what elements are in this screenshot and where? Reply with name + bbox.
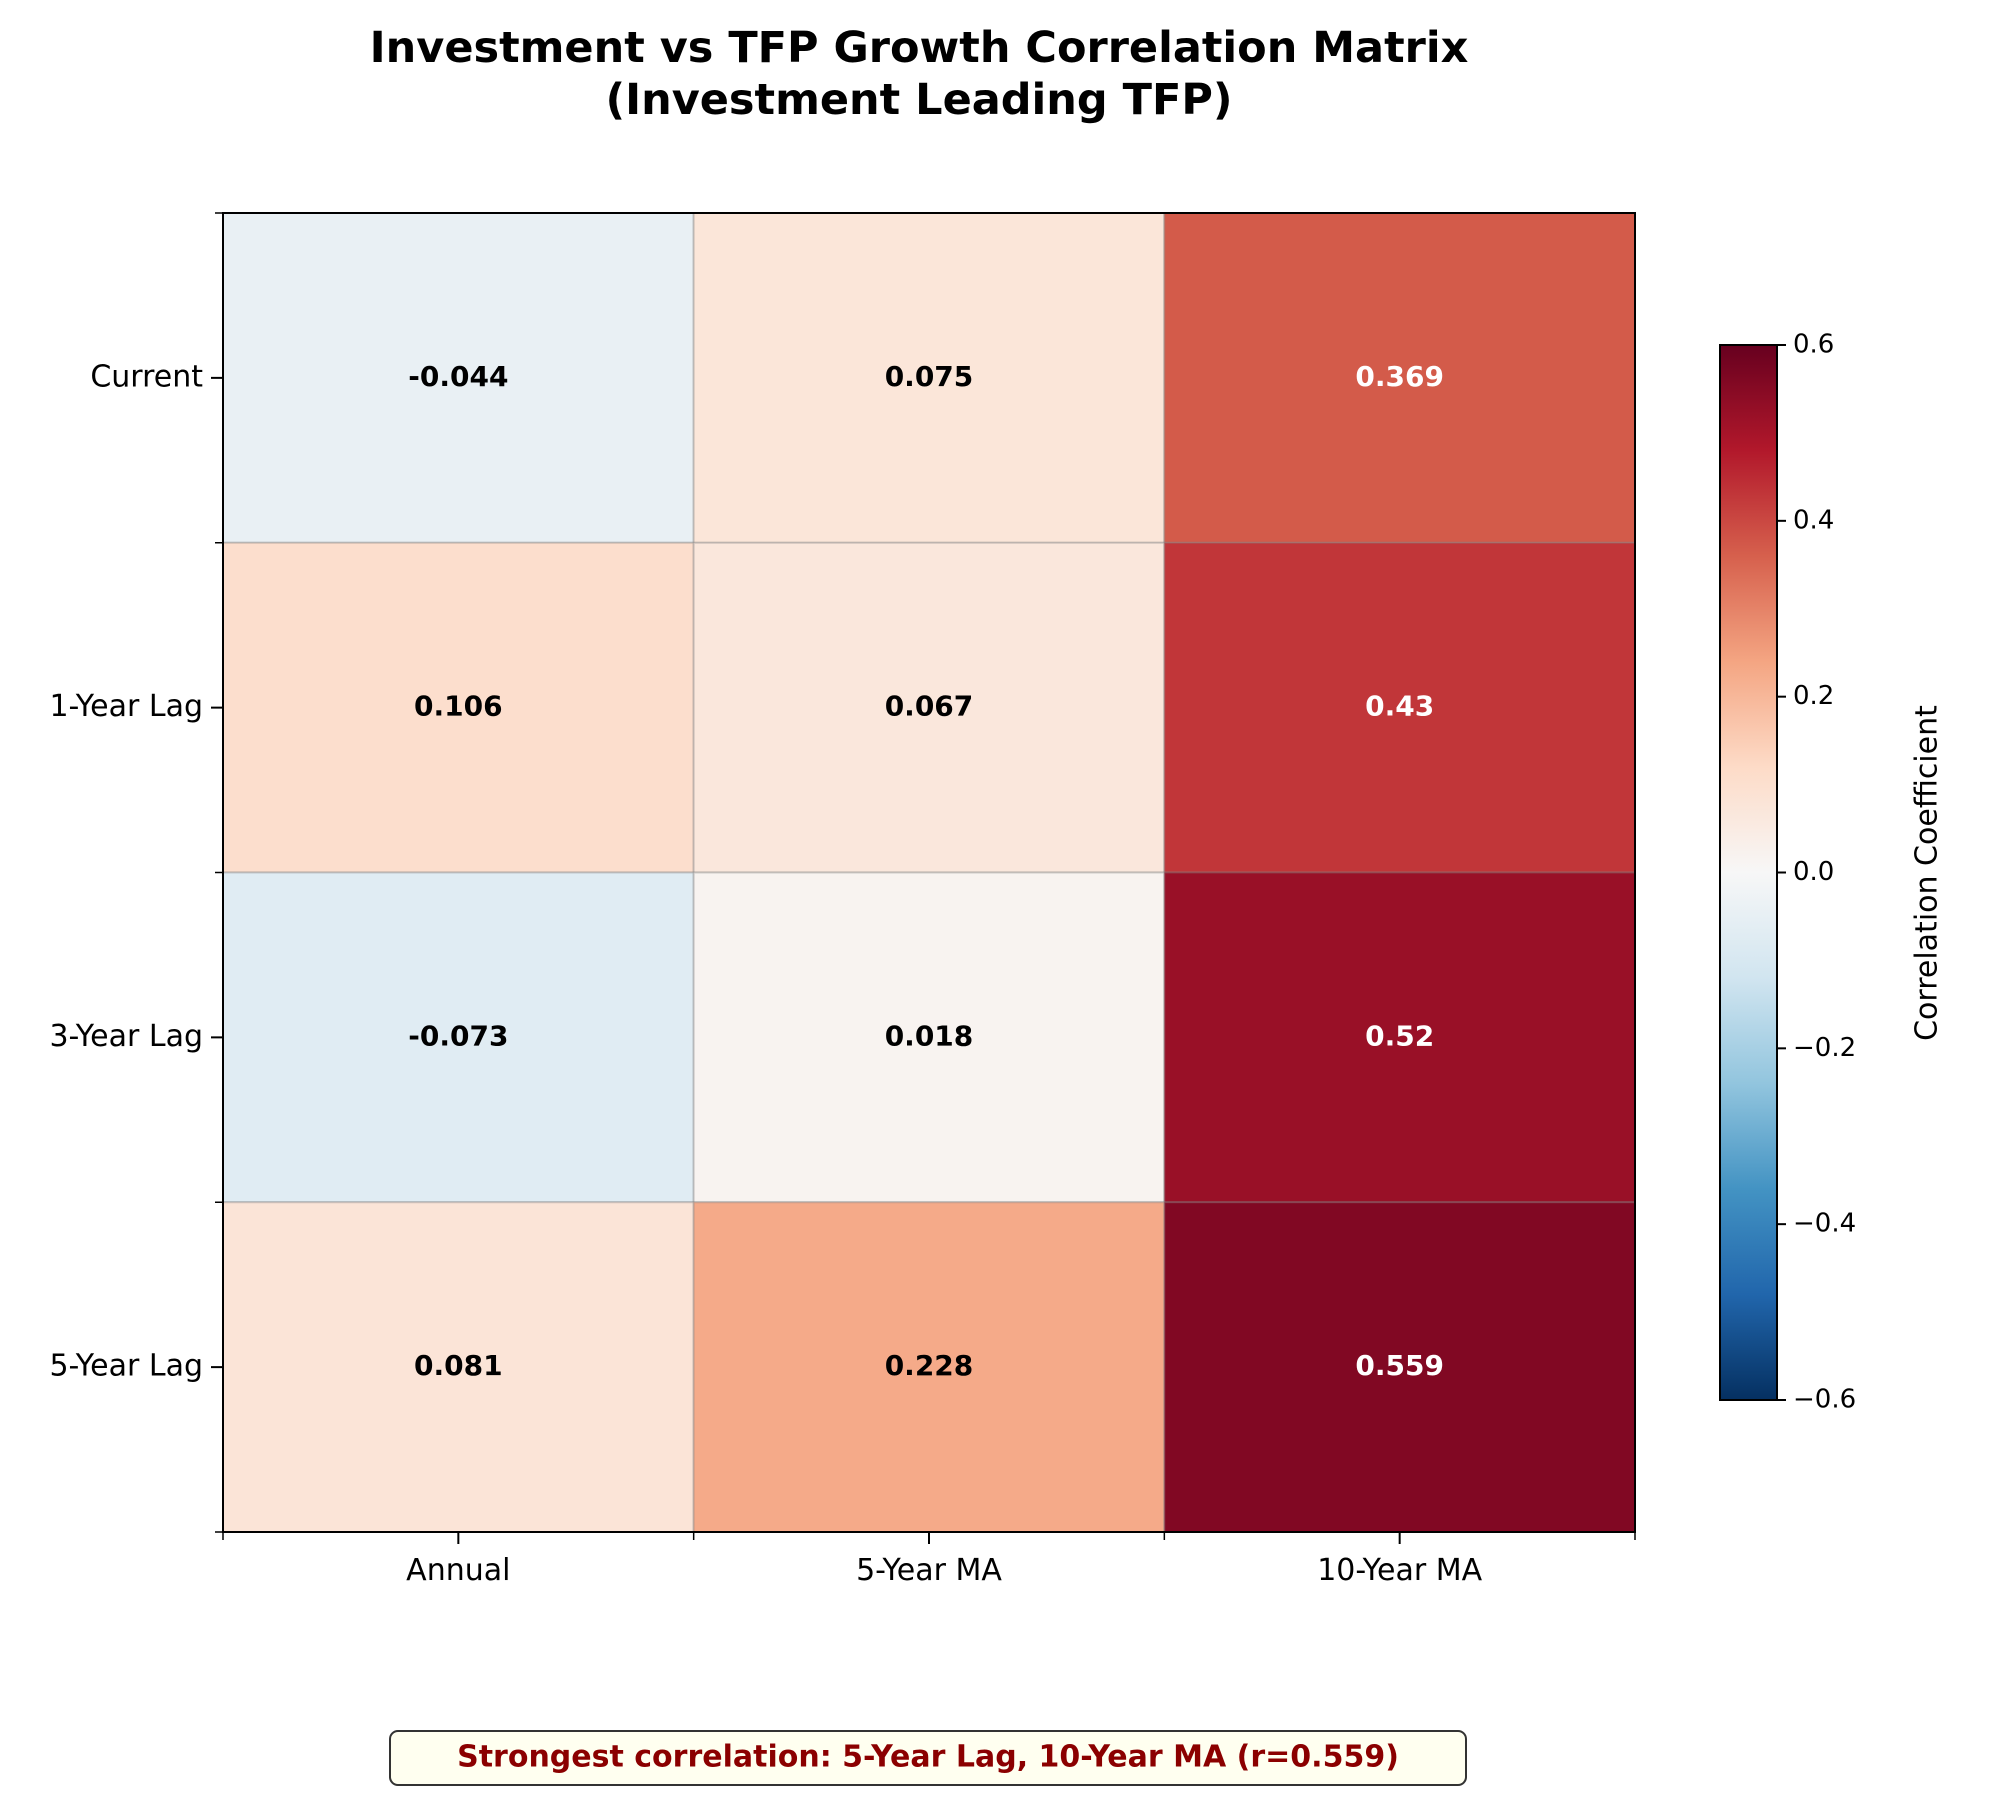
- cell-value-label-r2-c0: -0.073: [408, 1019, 508, 1052]
- cell-value-label-r3-c2: 0.559: [1355, 1349, 1444, 1382]
- cell-value-label-r3-c0: 0.081: [414, 1349, 503, 1382]
- x-axis: Annual 5-Year MA 10-Year MA: [222, 1532, 1636, 1588]
- colorbar-tick-label: 0.4: [1793, 505, 1834, 535]
- y-tick-label: 5-Year Lag: [49, 1349, 203, 1384]
- cell-value-label-r3-c1: 0.228: [885, 1349, 974, 1382]
- chart-title: Investment vs TFP Growth Correlation Mat…: [370, 23, 1469, 125]
- cell-value-label-r1-c1: 0.067: [885, 690, 974, 723]
- cell-value-label-r2-c2: 0.52: [1365, 1019, 1434, 1052]
- heatmap-cell-r1-c2: [1163, 541, 1637, 874]
- heatmap-cells: [222, 212, 1637, 1533]
- annotation-box: Strongest correlation: 5-Year Lag, 10-Ye…: [389, 1730, 1467, 1786]
- cell-value-label-r0-c1: 0.075: [885, 360, 974, 393]
- heatmap-cell-r3-c0: [222, 1201, 695, 1533]
- cell-value-label-r0-c2: 0.369: [1355, 360, 1444, 393]
- colorbar: 0.6 0.4 0.2 0.0 −0.2 −0.4 −0.6 Correlation Coe…: [1719, 330, 1945, 1415]
- colorbar-tick-label: −0.2: [1793, 1033, 1856, 1063]
- colorbar-ticks: 0.6 0.4 0.2 0.0 −0.2 −0.4 −0.6: [1777, 330, 1856, 1415]
- y-axis: Current 1-Year Lag 3-Year Lag 5-Year Lag: [49, 212, 223, 1533]
- cell-value-label-r2-c1: 0.018: [885, 1019, 974, 1052]
- heatmap-cell-r0-c0: [222, 212, 695, 544]
- x-tick-label: 10-Year MA: [1317, 1553, 1482, 1588]
- annotation-box-frame: [389, 1730, 1467, 1786]
- heatmap-value-labels: -0.044 0.075 0.369 0.106 0.067 0.43 -0.073 0.01…: [408, 360, 1444, 1382]
- colorbar-tick-label: 0.2: [1793, 681, 1834, 711]
- y-tick-label: Current: [90, 359, 203, 394]
- annotation-text: Strongest correlation: 5-Year Lag, 10-Ye…: [457, 1740, 1399, 1775]
- y-tick-label: 1-Year Lag: [49, 689, 203, 724]
- heatmap-cell-r1-c1: [692, 541, 1166, 874]
- colorbar-tick-label: 0.6: [1793, 330, 1834, 360]
- y-tick-label: 3-Year Lag: [49, 1019, 203, 1054]
- heatmap-cell-r1-c0: [222, 541, 695, 874]
- heatmap-cell-r0-c1: [692, 212, 1166, 544]
- colorbar-tick-label: 0.0: [1793, 857, 1834, 887]
- heatmap-cell-r3-c2: [1163, 1201, 1637, 1533]
- cell-value-label-r1-c2: 0.43: [1365, 690, 1434, 723]
- x-tick-label: 5-Year MA: [856, 1553, 1002, 1588]
- colorbar-gradient: [1719, 344, 1778, 1401]
- chart-title-line-1: Investment vs TFP Growth Correlation Mat…: [370, 23, 1469, 73]
- colorbar-label: Correlation Coefficient: [1910, 705, 1945, 1041]
- cell-value-label-r0-c0: -0.044: [408, 360, 508, 393]
- cell-value-label-r1-c0: 0.106: [414, 690, 503, 723]
- colorbar-tick-label: −0.6: [1793, 1385, 1856, 1415]
- colorbar-tick-label: −0.4: [1793, 1209, 1856, 1239]
- x-tick-label: Annual: [406, 1553, 510, 1588]
- chart-title-line-2: (Investment Leading TFP): [605, 75, 1232, 125]
- heatmap-cell-r2-c0: [222, 871, 695, 1204]
- heatmap-cell-r2-c1: [692, 871, 1166, 1204]
